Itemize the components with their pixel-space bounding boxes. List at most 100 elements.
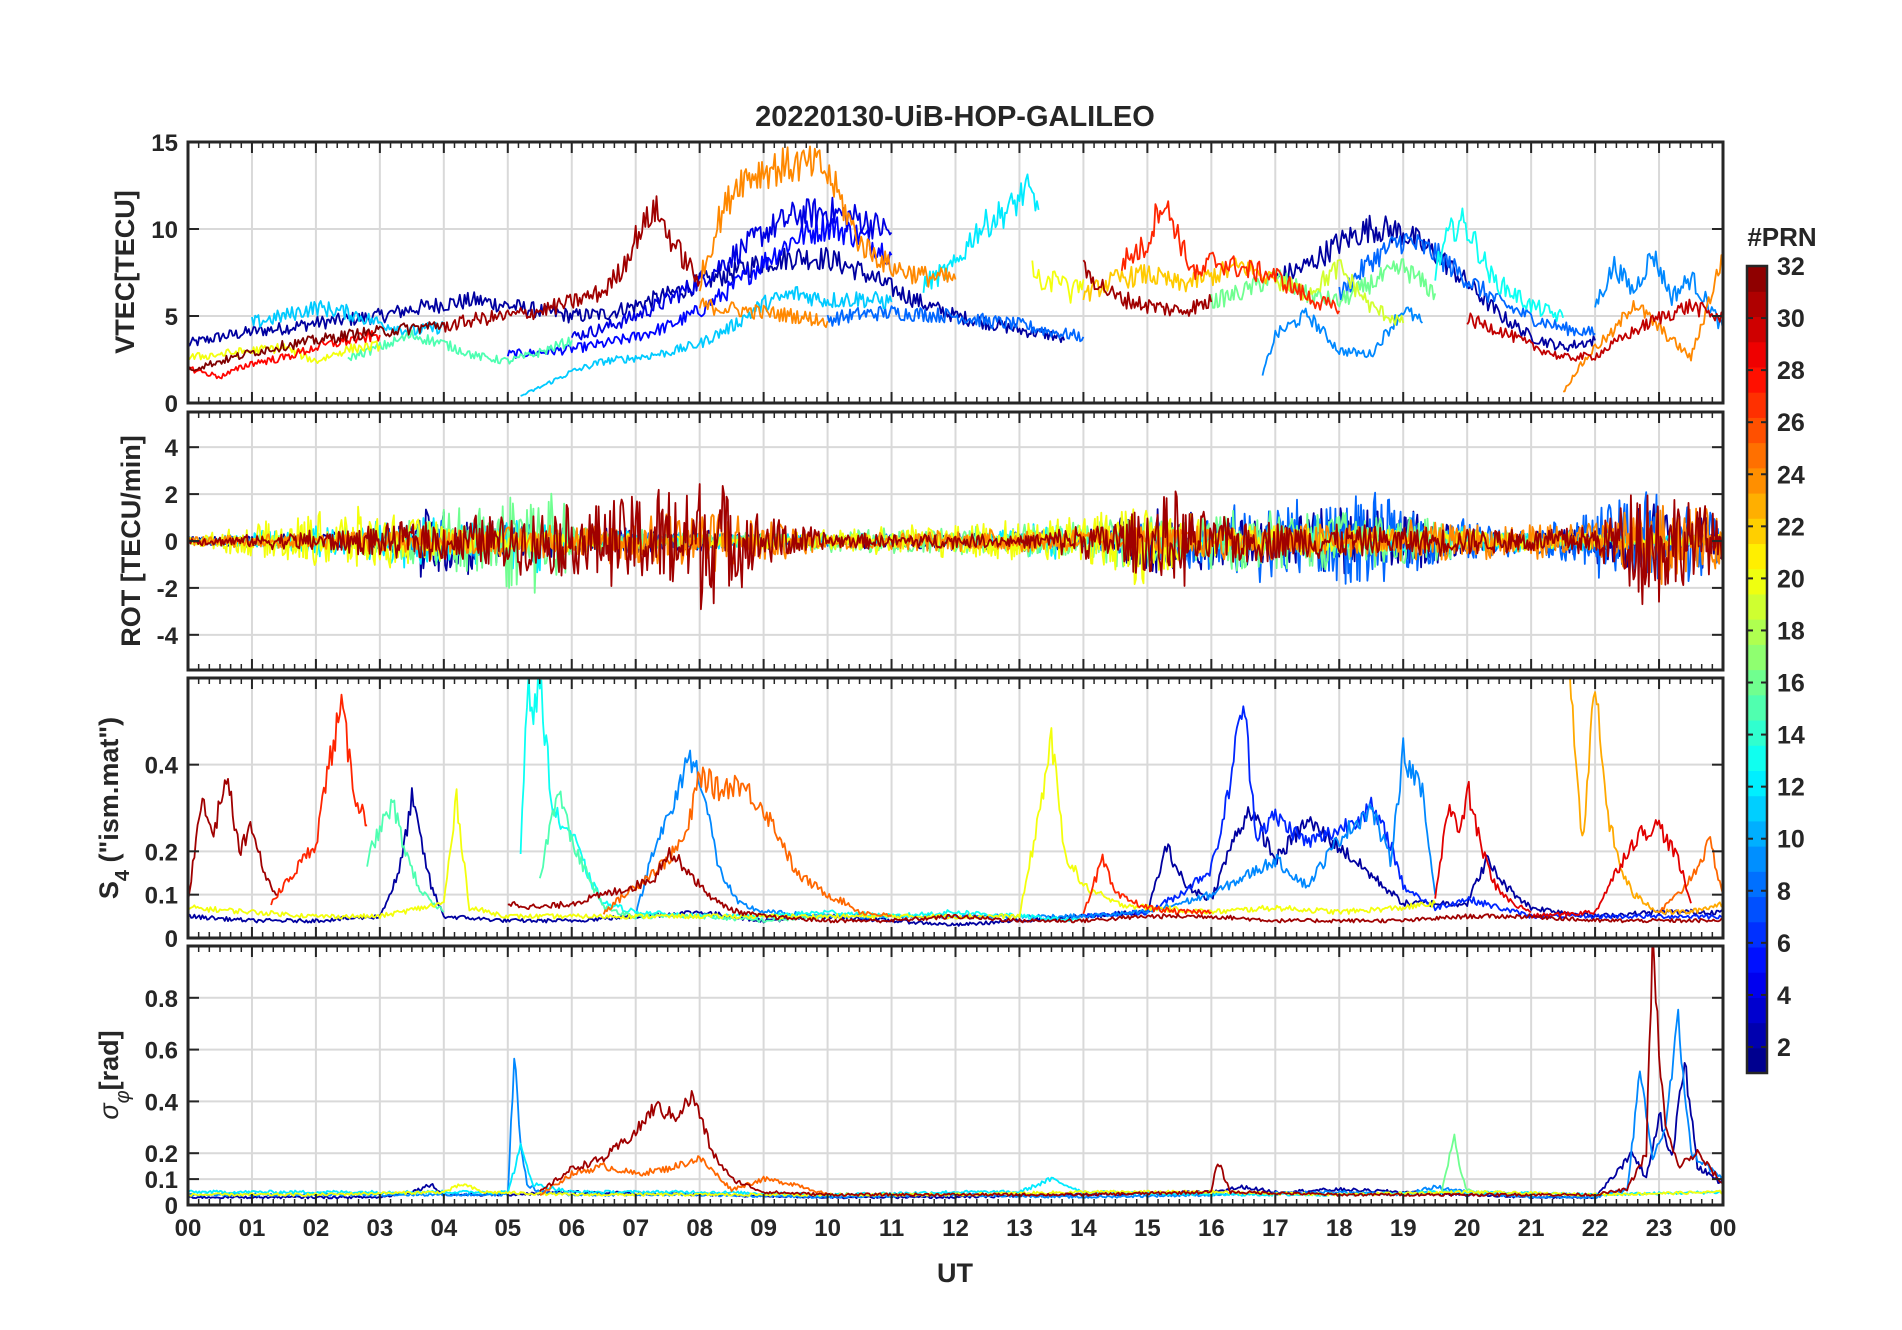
- y-tick-label: 0.1: [145, 1167, 178, 1194]
- colorbar-tick-label: 8: [1777, 878, 1791, 906]
- x-tick-label: 07: [622, 1215, 649, 1242]
- colorbar-swatches: [1747, 266, 1767, 1074]
- y-tick-label: 0: [165, 1193, 178, 1220]
- colorbar-swatch: [1747, 593, 1767, 620]
- series-line-prn-15: [366, 798, 445, 913]
- colorbar-tick-label: 32: [1777, 253, 1805, 281]
- x-tick-label: 18: [1326, 1215, 1353, 1242]
- series-line-prn-23: [1569, 678, 1723, 915]
- chart-title: 20220130-UiB-HOP-GALILEO: [755, 101, 1155, 133]
- colorbar-tick-label: 16: [1777, 670, 1805, 698]
- ticks-s4: 0 0.1 0.2 0.4: [145, 678, 1724, 953]
- series-line-prn-11: [520, 285, 893, 397]
- colorbar-tick-label: 28: [1777, 357, 1805, 385]
- colorbar-title: #PRN: [1747, 222, 1816, 252]
- series-line-prn-20: [1031, 260, 1085, 304]
- x-tick-label: 03: [367, 1215, 394, 1242]
- colorbar-tick-label: 10: [1777, 826, 1805, 854]
- y-axis-label-s4-sub: 4: [112, 869, 134, 881]
- series-line-prn-22: [1082, 257, 1277, 302]
- series-line-prn-30: [1466, 298, 1723, 362]
- series-line-prn-31: [188, 483, 1723, 611]
- colorbar-tick-label: 22: [1777, 513, 1805, 541]
- y-axis-label-sigma-phi: σφ[rad]: [94, 1030, 134, 1119]
- colorbar-swatch: [1747, 1047, 1767, 1074]
- y-tick-label: 0: [165, 391, 178, 418]
- colorbar-swatch: [1747, 543, 1767, 570]
- y-axis-label-s4: S4 ("ism.mat"): [94, 717, 134, 899]
- series-line-prn-25: [602, 766, 892, 918]
- colorbar-swatch: [1747, 442, 1767, 469]
- colorbar-swatch: [1747, 341, 1767, 368]
- colorbar-swatch: [1747, 871, 1767, 898]
- colorbar-tick-label: 20: [1777, 565, 1805, 593]
- series-group-s4: [188, 678, 1723, 927]
- x-tick-label: 23: [1646, 1215, 1673, 1242]
- ticks-vtec: 0 5 10 15: [151, 130, 1724, 418]
- x-tick-label: 21: [1518, 1215, 1545, 1242]
- series-line-prn-2: [1274, 214, 1596, 352]
- y-tick-label: 0: [165, 926, 178, 953]
- y-tick-label: 0.2: [145, 1141, 178, 1168]
- y-axis-label-sigma-phi-sub: φ: [112, 1090, 134, 1103]
- series-line-prn-20: [188, 340, 381, 365]
- x-tick-label: 14: [1070, 1215, 1097, 1242]
- series-line-prn-25: [539, 1155, 829, 1196]
- y-tick-label: 0.4: [145, 753, 179, 780]
- y-tick-label: 5: [165, 304, 178, 331]
- series-line-prn-32: [188, 321, 445, 373]
- series-line-prn-8: [1338, 232, 1596, 337]
- y-axis-label-sigma-phi-rest: [rad]: [94, 1030, 124, 1090]
- series-line-prn-28: [188, 329, 381, 380]
- colorbar-swatch: [1747, 896, 1767, 923]
- series-line-prn-29: [1530, 819, 1692, 919]
- x-tick-label: 13: [1006, 1215, 1033, 1242]
- x-tick-label: 20: [1454, 1215, 1481, 1242]
- colorbar-swatch: [1747, 719, 1767, 746]
- y-tick-label: 0.8: [145, 986, 178, 1013]
- colorbar-tick-label: 26: [1777, 409, 1805, 437]
- x-tick-label: 06: [558, 1215, 585, 1242]
- series-line-prn-27: [270, 693, 368, 906]
- y-tick-label: 2: [165, 482, 178, 509]
- x-tick-label: 00: [1710, 1215, 1737, 1242]
- series-line-prn-9: [1594, 250, 1723, 331]
- series-line-prn-2: [188, 787, 1723, 927]
- series-group-vtec: [188, 145, 1723, 397]
- series-line-prn-24: [698, 297, 829, 329]
- colorbar-tick-label: 30: [1777, 305, 1805, 333]
- ticks-sigma-phi: 00.10.2 0.4 0.6 0.8: [145, 946, 1724, 1220]
- series-line-prn-31: [442, 195, 701, 333]
- series-line-prn-6: [1082, 705, 1723, 920]
- colorbar-swatch: [1747, 846, 1767, 872]
- series-line-prn-15: [347, 329, 573, 365]
- y-axis-label-s4-rest: ("ism.mat"): [94, 717, 124, 870]
- x-tick-label: 15: [1134, 1215, 1161, 1242]
- colorbar-swatch: [1747, 266, 1767, 292]
- series-line-prn-24: [698, 145, 957, 292]
- colorbar-swatch: [1747, 518, 1767, 545]
- series-line-prn-20: [188, 727, 1436, 920]
- colorbar-swatch: [1747, 568, 1767, 595]
- series-line-prn-4: [570, 196, 893, 341]
- colorbar-swatch: [1747, 417, 1767, 444]
- colorbar-tick-label: 2: [1777, 1034, 1791, 1062]
- panel-rot: -4 -2 0 2 4 ROT [TECU/min]: [116, 410, 1725, 672]
- x-tick-label: 05: [494, 1215, 521, 1242]
- colorbar-swatch: [1747, 745, 1767, 771]
- y-axis-label-s4-main: S: [94, 881, 124, 899]
- colorbar-swatch: [1747, 619, 1767, 645]
- x-tick-label: 01: [239, 1215, 266, 1242]
- colorbar-swatch: [1747, 316, 1767, 343]
- y-tick-label: 15: [151, 130, 178, 157]
- colorbar-swatch: [1747, 366, 1767, 393]
- x-tick-label: 17: [1262, 1215, 1289, 1242]
- y-axis-label-vtec: VTEC[TECU]: [110, 190, 140, 354]
- y-tick-label: -4: [157, 623, 179, 650]
- series-line-prn-29: [1434, 780, 1532, 913]
- y-axis-label-sigma-phi-main: σ: [94, 1102, 124, 1120]
- colorbar-swatch: [1747, 669, 1767, 696]
